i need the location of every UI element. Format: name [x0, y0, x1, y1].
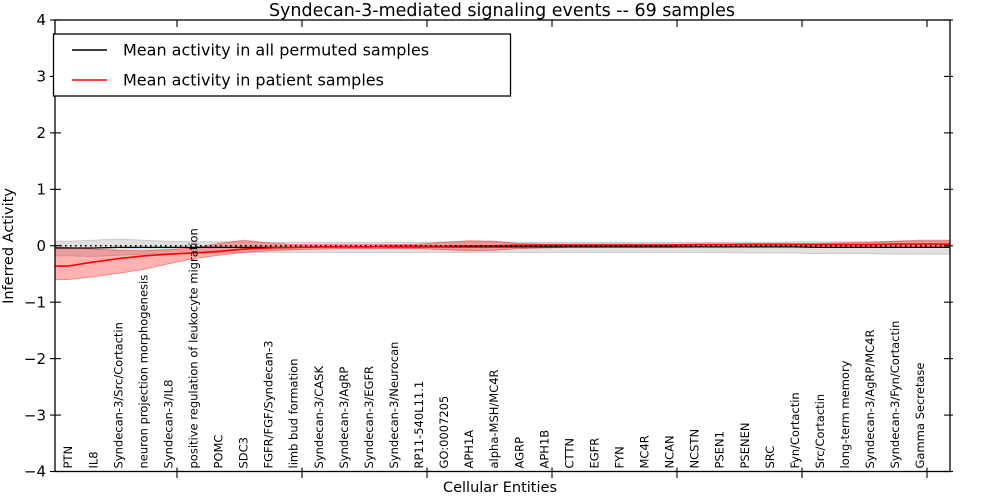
x-category-label: Syndecan-3/IL8 — [161, 380, 175, 469]
line-patient-mean — [55, 243, 950, 267]
x-category-label: RP11-540L11.1 — [412, 381, 426, 469]
y-tick-label: −3 — [24, 406, 46, 424]
x-category-label: Syndecan-3/Neurocan — [387, 342, 401, 469]
x-category-label: Syndecan-3/Src/Cortactin — [111, 322, 125, 468]
y-tick-label: 2 — [36, 124, 46, 142]
x-category-label: NCAN — [663, 435, 677, 468]
x-category-label: APH1A — [462, 430, 476, 469]
x-category-label: Syndecan-3/CASK — [312, 366, 326, 469]
y-tick-label: 0 — [36, 237, 46, 255]
legend: Mean activity in all permuted samples Me… — [52, 33, 512, 97]
legend-label-patient: Mean activity in patient samples — [123, 71, 384, 90]
legend-label-permuted: Mean activity in all permuted samples — [123, 41, 429, 60]
x-category-label: neuron projection morphogenesis — [136, 275, 150, 469]
x-category-label: MC4R — [638, 435, 652, 468]
y-tick-label: 3 — [36, 68, 46, 86]
x-category-label: positive regulation of leukocyte migrati… — [187, 228, 201, 468]
x-category-label: limb bud formation — [287, 359, 301, 469]
x-category-label: Syndecan-3/EGFR — [362, 366, 376, 469]
line-permuted-mean — [55, 246, 950, 249]
x-category-label: PSENEN — [738, 423, 752, 469]
x-category-label: Src/Cortactin — [813, 394, 827, 469]
x-category-label: PSEN1 — [713, 431, 727, 468]
x-category-label: Gamma Secretase — [913, 363, 927, 469]
y-tick-label: 4 — [36, 11, 46, 29]
x-category-label: NCSTN — [688, 429, 702, 469]
y-axis-label: Inferred Activity — [1, 188, 17, 304]
x-category-label: Syndecan-3/AgRP/MC4R — [863, 329, 877, 468]
chart-title: Syndecan-3-mediated signaling events -- … — [269, 1, 735, 21]
x-category-label: CTTN — [562, 438, 576, 468]
y-tick-label: −4 — [24, 463, 46, 481]
x-axis-label: Cellular Entities — [443, 480, 557, 496]
plot-dynamic-layer: 4 3 2 1 0 −1 −2 −3 −4 PTN IL8 Syndecan-3/Src/Cortac… — [24, 11, 953, 481]
y-tick-label: −2 — [24, 350, 46, 368]
x-category-label: EGFR — [587, 438, 601, 469]
x-category-label: APH1B — [537, 430, 551, 469]
x-category-label: SRC — [763, 446, 777, 469]
x-category-label: FYN — [613, 446, 627, 468]
y-tick-label: −1 — [24, 293, 46, 311]
x-category-label: FGFR/FGF/Syndecan-3 — [262, 341, 276, 469]
legend-box — [52, 33, 512, 97]
x-category-label: POMC — [212, 435, 226, 469]
x-category-label: Syndecan-3/AgRP — [337, 367, 351, 469]
x-category-label: Syndecan-3/Fyn/Cortactin — [888, 321, 902, 469]
x-category-label: long-term memory — [838, 360, 852, 468]
y-tick-label: 1 — [36, 181, 46, 199]
x-category-label: alpha-MSH/MC4R — [487, 369, 501, 468]
x-category-label: SDC3 — [237, 437, 251, 469]
x-category-label: AGRP — [512, 437, 526, 469]
x-category-label: Fyn/Cortactin — [788, 392, 802, 468]
x-category-label: GO:0007205 — [437, 396, 451, 469]
x-category-label: PTN — [61, 446, 75, 469]
x-category-label: IL8 — [86, 451, 100, 468]
